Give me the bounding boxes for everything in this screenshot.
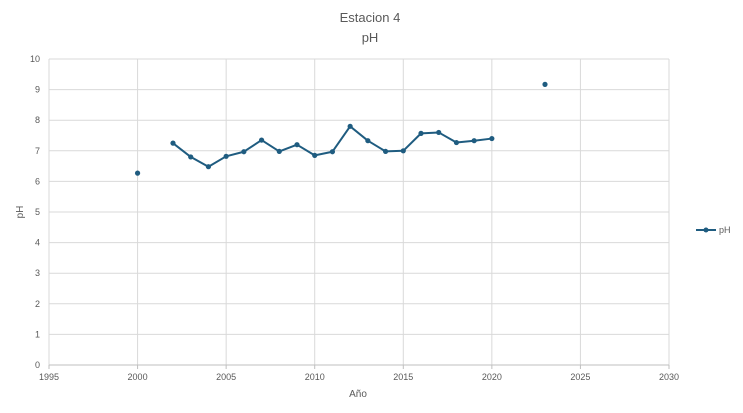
- y-tick-label: 6: [35, 176, 40, 186]
- chart-subtitle: pH: [362, 30, 379, 45]
- legend-dot-marker: [703, 227, 709, 233]
- data-point[interactable]: [170, 140, 176, 146]
- y-tick-label: 0: [35, 360, 40, 370]
- x-tick-label: 2015: [393, 372, 413, 382]
- series-layer: [134, 81, 548, 176]
- y-axis-title: pH: [15, 206, 26, 219]
- legend[interactable]: pH: [696, 225, 731, 235]
- legend-label: pH: [719, 225, 731, 235]
- data-point[interactable]: [329, 149, 336, 155]
- data-point[interactable]: [542, 81, 548, 87]
- data-point[interactable]: [382, 148, 389, 155]
- tick-labels: 0 1 2 3 4 5 6 7 8 9 10 1995 2000 2005 2010 2015 2020 2025…: [30, 54, 679, 382]
- data-point[interactable]: [134, 170, 141, 176]
- data-point[interactable]: [205, 164, 212, 170]
- x-tick-label: 2020: [482, 372, 502, 382]
- y-tick-label: 8: [35, 115, 40, 125]
- data-point[interactable]: [365, 138, 371, 144]
- y-tick-label: 3: [35, 268, 40, 278]
- data-point[interactable]: [294, 142, 300, 148]
- x-tick-label: 2030: [659, 372, 679, 382]
- y-tick-label: 9: [35, 85, 40, 95]
- data-point[interactable]: [471, 138, 477, 144]
- x-tick-label: 1995: [39, 372, 59, 382]
- y-tick-label: 2: [35, 299, 40, 309]
- grid-lines: [48, 58, 670, 369]
- series-line: [172, 125, 492, 168]
- y-tick-label: 10: [30, 54, 40, 64]
- data-point[interactable]: [489, 135, 495, 142]
- data-point[interactable]: [223, 153, 229, 159]
- data-point[interactable]: [276, 148, 282, 155]
- data-point[interactable]: [436, 129, 442, 136]
- y-tick-label: 5: [35, 207, 40, 217]
- y-tick-label: 7: [35, 146, 40, 156]
- y-tick-label: 1: [35, 329, 40, 339]
- data-point[interactable]: [188, 154, 194, 160]
- chart-title: Estacion 4: [340, 10, 401, 25]
- x-tick-label: 2025: [570, 372, 590, 382]
- data-point[interactable]: [347, 123, 353, 129]
- y-tick-label: 4: [35, 238, 40, 248]
- data-point[interactable]: [400, 148, 406, 154]
- x-tick-label: 2005: [216, 372, 236, 382]
- x-tick-label: 2000: [128, 372, 148, 382]
- data-point[interactable]: [418, 130, 424, 136]
- data-point[interactable]: [258, 137, 265, 143]
- data-point[interactable]: [241, 149, 247, 155]
- x-axis-title: Año: [349, 389, 367, 400]
- x-tick-label: 2010: [305, 372, 325, 382]
- data-point[interactable]: [312, 152, 318, 158]
- data-point[interactable]: [453, 139, 460, 146]
